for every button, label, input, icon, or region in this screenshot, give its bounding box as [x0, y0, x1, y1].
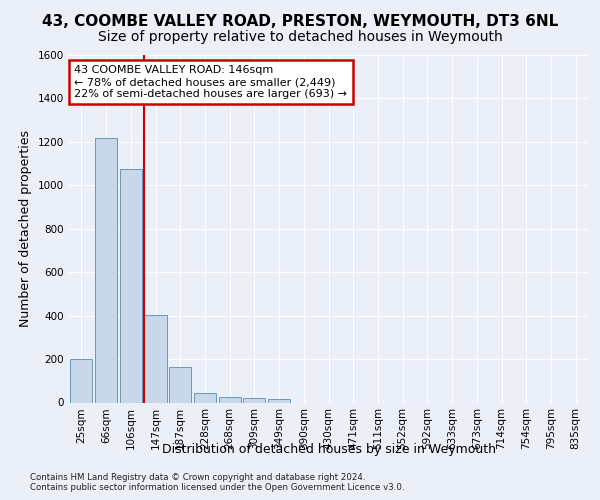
Y-axis label: Number of detached properties: Number of detached properties [19, 130, 32, 327]
Bar [268, 399, 290, 402]
Text: Contains HM Land Registry data © Crown copyright and database right 2024.: Contains HM Land Registry data © Crown c… [30, 472, 365, 482]
Bar [70, 359, 92, 403]
Text: 43 COOMBE VALLEY ROAD: 146sqm
← 78% of detached houses are smaller (2,449)
22% o: 43 COOMBE VALLEY ROAD: 146sqm ← 78% of d… [74, 66, 347, 98]
Text: Contains public sector information licensed under the Open Government Licence v3: Contains public sector information licen… [30, 484, 404, 492]
Bar [194, 392, 216, 402]
Bar [95, 138, 117, 402]
Bar [145, 314, 167, 402]
Bar [169, 366, 191, 402]
Text: Distribution of detached houses by size in Weymouth: Distribution of detached houses by size … [162, 442, 496, 456]
Text: 43, COOMBE VALLEY ROAD, PRESTON, WEYMOUTH, DT3 6NL: 43, COOMBE VALLEY ROAD, PRESTON, WEYMOUT… [42, 14, 558, 29]
Bar [218, 397, 241, 402]
Text: Size of property relative to detached houses in Weymouth: Size of property relative to detached ho… [98, 30, 502, 44]
Bar [119, 169, 142, 402]
Bar [243, 398, 265, 402]
